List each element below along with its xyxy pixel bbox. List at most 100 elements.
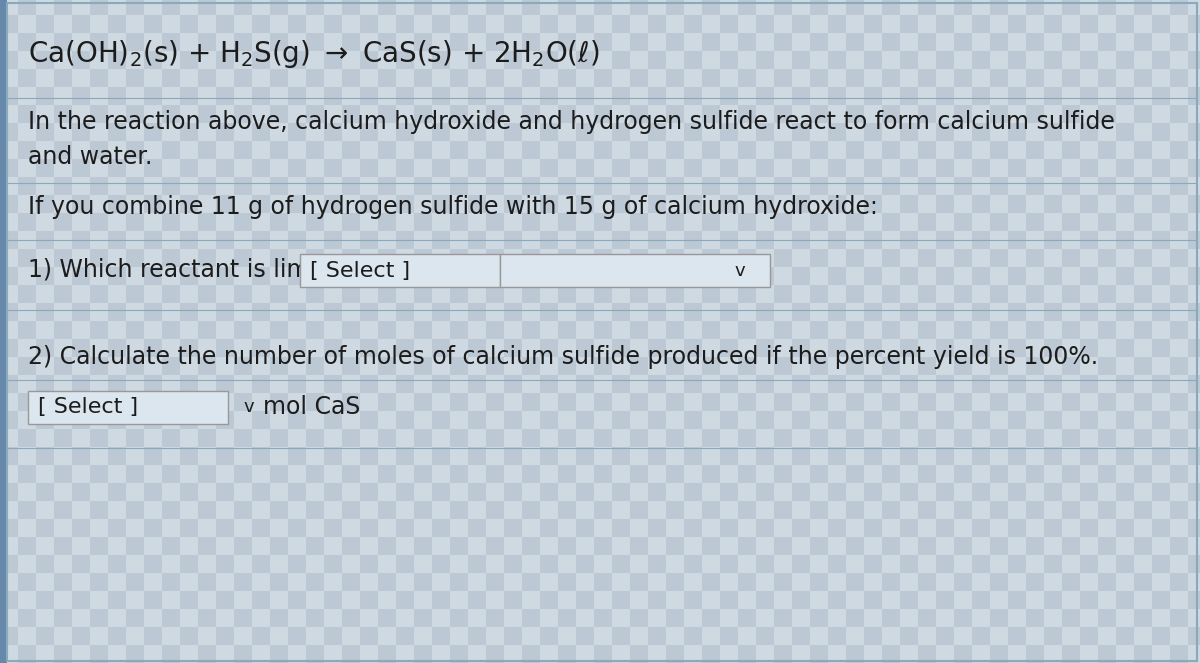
Bar: [648, 267, 666, 285]
Bar: [1134, 195, 1152, 213]
Bar: [594, 609, 612, 627]
Bar: [522, 123, 540, 141]
Bar: [612, 33, 630, 51]
Bar: [450, 51, 468, 69]
Bar: [738, 213, 756, 231]
Bar: [18, 123, 36, 141]
Bar: [36, 375, 54, 393]
Bar: [126, 177, 144, 195]
Bar: [900, 357, 918, 375]
Bar: [180, 303, 198, 321]
Bar: [396, 177, 414, 195]
Bar: [1008, 213, 1026, 231]
Bar: [936, 519, 954, 537]
Bar: [630, 537, 648, 555]
Bar: [270, 519, 288, 537]
Bar: [0, 573, 18, 591]
Bar: [432, 105, 450, 123]
Text: 2) Calculate the number of moles of calcium sulfide produced if the percent yiel: 2) Calculate the number of moles of calc…: [28, 345, 1098, 369]
Bar: [1062, 447, 1080, 465]
Bar: [972, 267, 990, 285]
Bar: [432, 339, 450, 357]
Bar: [90, 501, 108, 519]
Bar: [1152, 537, 1170, 555]
Bar: [1062, 141, 1080, 159]
Bar: [882, 483, 900, 501]
Bar: [900, 69, 918, 87]
Bar: [1098, 447, 1116, 465]
Bar: [90, 609, 108, 627]
Bar: [90, 195, 108, 213]
Bar: [54, 267, 72, 285]
Bar: [900, 15, 918, 33]
Bar: [648, 123, 666, 141]
Bar: [756, 339, 774, 357]
Bar: [810, 87, 828, 105]
Bar: [1188, 447, 1200, 465]
Bar: [1116, 339, 1134, 357]
Bar: [774, 339, 792, 357]
Bar: [612, 285, 630, 303]
Bar: [918, 483, 936, 501]
Bar: [756, 177, 774, 195]
Bar: [324, 87, 342, 105]
Bar: [522, 213, 540, 231]
Bar: [252, 159, 270, 177]
Bar: [1134, 573, 1152, 591]
Bar: [396, 357, 414, 375]
Bar: [630, 411, 648, 429]
Bar: [864, 411, 882, 429]
Bar: [900, 537, 918, 555]
Bar: [90, 483, 108, 501]
Bar: [1008, 429, 1026, 447]
Bar: [1134, 15, 1152, 33]
Bar: [234, 267, 252, 285]
Bar: [990, 51, 1008, 69]
Bar: [702, 573, 720, 591]
Bar: [18, 51, 36, 69]
Bar: [1062, 195, 1080, 213]
Bar: [486, 321, 504, 339]
Bar: [720, 357, 738, 375]
Bar: [738, 483, 756, 501]
Bar: [864, 537, 882, 555]
Bar: [162, 339, 180, 357]
Bar: [990, 105, 1008, 123]
Bar: [576, 15, 594, 33]
Bar: [324, 69, 342, 87]
Bar: [54, 51, 72, 69]
Bar: [702, 303, 720, 321]
Bar: [378, 69, 396, 87]
Bar: [216, 501, 234, 519]
Bar: [1116, 303, 1134, 321]
Bar: [1134, 519, 1152, 537]
Bar: [288, 87, 306, 105]
Bar: [504, 141, 522, 159]
Bar: [0, 555, 18, 573]
Bar: [882, 87, 900, 105]
Bar: [576, 195, 594, 213]
Bar: [486, 645, 504, 663]
Bar: [1062, 51, 1080, 69]
Bar: [846, 195, 864, 213]
Bar: [504, 321, 522, 339]
Bar: [288, 231, 306, 249]
Bar: [198, 321, 216, 339]
Bar: [1080, 609, 1098, 627]
Bar: [864, 231, 882, 249]
Bar: [1062, 15, 1080, 33]
Bar: [1044, 15, 1062, 33]
Bar: [936, 357, 954, 375]
Bar: [1026, 375, 1044, 393]
Bar: [576, 321, 594, 339]
Bar: [1170, 141, 1188, 159]
Bar: [972, 195, 990, 213]
Bar: [540, 645, 558, 663]
Bar: [216, 537, 234, 555]
Bar: [558, 15, 576, 33]
Bar: [0, 609, 18, 627]
Bar: [288, 15, 306, 33]
Bar: [522, 357, 540, 375]
Bar: [18, 285, 36, 303]
Bar: [252, 249, 270, 267]
